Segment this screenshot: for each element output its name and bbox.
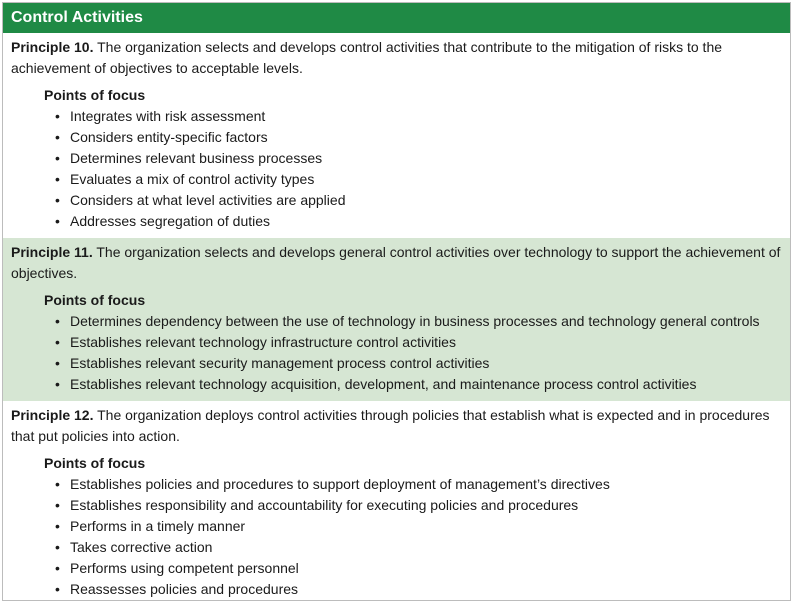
bullet-icon: • — [55, 560, 60, 576]
list-item: • Performs using competent personnel — [55, 558, 782, 579]
principle-12-section: Principle 12. The organization deploys c… — [3, 401, 790, 606]
principle-11-focus-list: • Determines dependency between the use o… — [11, 311, 782, 395]
bullet-icon: • — [55, 192, 60, 208]
bullet-icon: • — [55, 108, 60, 124]
bullet-icon: • — [55, 581, 60, 597]
bullet-icon: • — [55, 376, 60, 392]
points-of-focus-label: Points of focus — [44, 87, 146, 103]
list-item: • Reassesses policies and procedures — [55, 579, 782, 600]
list-item: • Establishes relevant security managemen… — [55, 353, 782, 374]
principle-11-text: The organization selects and develops ge… — [11, 244, 781, 281]
bullet-icon: • — [55, 355, 60, 371]
principle-12-statement: Principle 12. The organization deploys c… — [11, 405, 782, 447]
list-item: • Establishes policies and procedures to … — [55, 474, 782, 495]
list-item: • Addresses segregation of duties — [55, 211, 782, 232]
bullet-icon: • — [55, 539, 60, 555]
header-title: Control Activities — [11, 9, 143, 26]
bullet-icon: • — [55, 129, 60, 145]
principle-10-focus-list: • Integrates with risk assessment • Consid… — [11, 106, 782, 232]
table-header: Control Activities — [3, 3, 790, 33]
list-item: • Considers entity-specific factors — [55, 127, 782, 148]
bullet-icon: • — [55, 476, 60, 492]
principle-12-text: The organization deploys control activit… — [11, 407, 770, 444]
list-item: • Determines dependency between the use o… — [55, 311, 782, 332]
principle-12-title: Principle 12. — [11, 407, 94, 423]
principle-10-statement: Principle 10. The organization selects a… — [11, 37, 782, 79]
principle-10-text: The organization selects and develops co… — [11, 39, 723, 76]
bullet-icon: • — [55, 497, 60, 513]
bullet-icon: • — [55, 313, 60, 329]
principle-10-title: Principle 10. — [11, 39, 94, 55]
list-item: • Performs in a timely manner — [55, 516, 782, 537]
bullet-icon: • — [55, 171, 60, 187]
list-item: • Establishes relevant technology acquisi… — [55, 374, 782, 395]
bullet-icon: • — [55, 150, 60, 166]
principle-10-section: Principle 10. The organization selects a… — [3, 33, 790, 238]
list-item: • Establishes relevant technology infrast… — [55, 332, 782, 353]
list-item: • Considers at what level activities are … — [55, 190, 782, 211]
points-of-focus-label: Points of focus — [44, 455, 146, 471]
list-item: • Takes corrective action — [55, 537, 782, 558]
principle-12-focus-list: • Establishes policies and procedures to … — [11, 474, 782, 600]
list-item: • Determines relevant business processes — [55, 148, 782, 169]
bullet-icon: • — [55, 213, 60, 229]
list-item: • Establishes responsibility and accounta… — [55, 495, 782, 516]
principle-11-section: Principle 11. The organization selects a… — [3, 238, 790, 401]
principle-11-statement: Principle 11. The organization selects a… — [11, 242, 782, 284]
bullet-icon: • — [55, 518, 60, 534]
list-item: • Evaluates a mix of control activity typ… — [55, 169, 782, 190]
principle-11-title: Principle 11. — [11, 244, 93, 260]
bullet-icon: • — [55, 334, 60, 350]
list-item: • Integrates with risk assessment — [55, 106, 782, 127]
points-of-focus-label: Points of focus — [44, 292, 146, 308]
